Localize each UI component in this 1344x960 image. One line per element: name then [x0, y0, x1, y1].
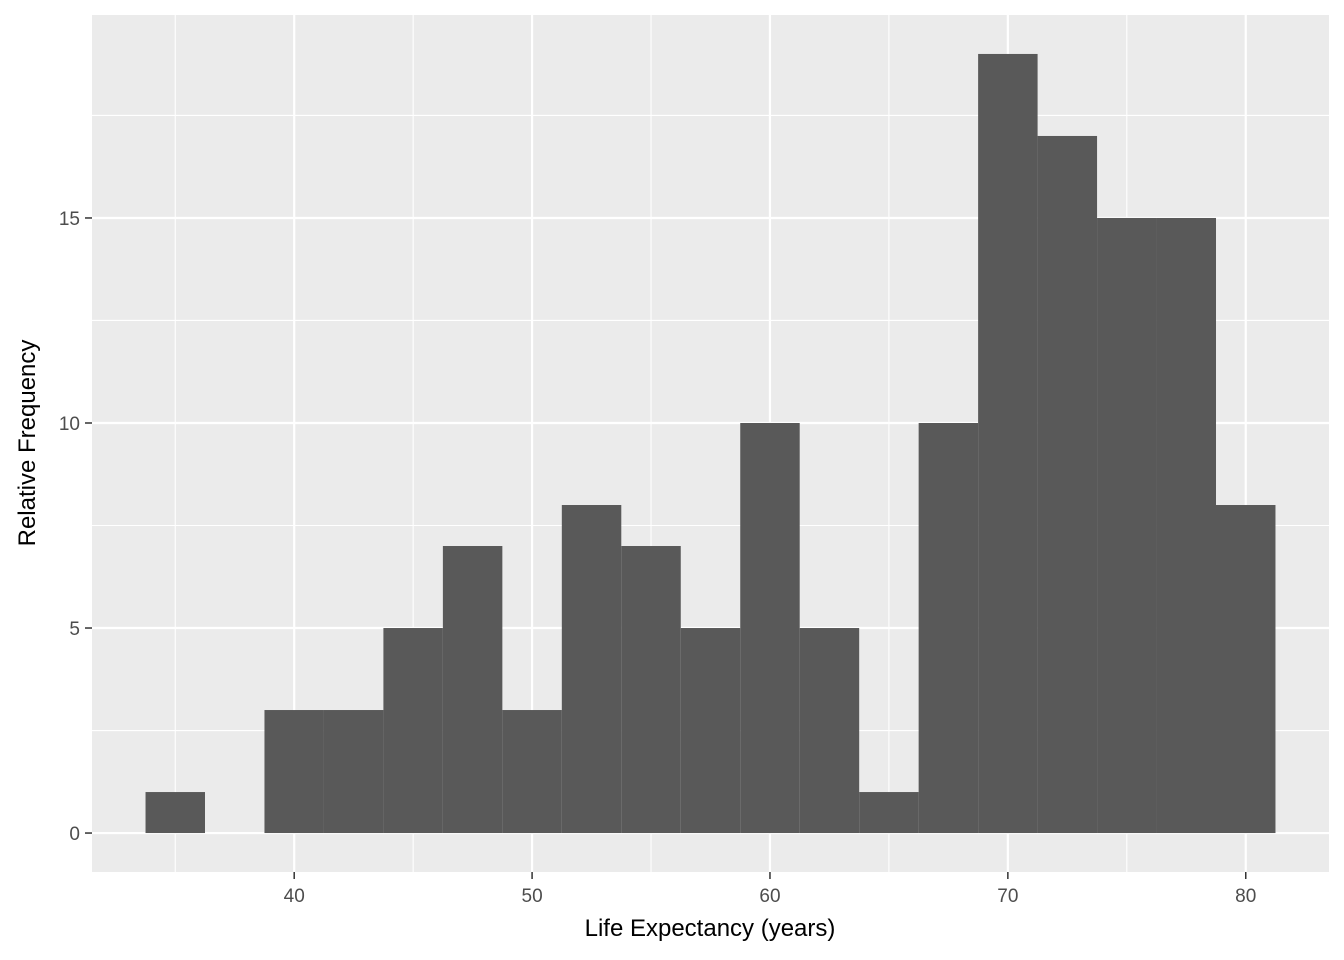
histogram-bar — [621, 546, 681, 834]
y-tick-label: 10 — [59, 414, 80, 435]
histogram-bar — [145, 792, 205, 834]
histogram-bar — [1037, 135, 1098, 834]
x-axis-ticks: 40 50 60 70 80 — [284, 872, 1256, 907]
histogram-bar — [442, 546, 503, 834]
histogram-bar — [502, 710, 562, 834]
histogram-bar — [680, 628, 741, 834]
x-tick-label: 60 — [759, 886, 780, 907]
x-tick-label: 50 — [522, 886, 543, 907]
histogram-bar — [383, 628, 443, 834]
y-tick-label: 0 — [69, 824, 80, 845]
x-tick-label: 70 — [997, 886, 1018, 907]
y-axis-ticks: 0 5 10 15 — [59, 209, 92, 845]
histogram-bar — [740, 422, 800, 834]
histogram-bar — [1097, 217, 1157, 834]
histogram-bar — [323, 710, 384, 834]
y-tick-label: 5 — [69, 619, 80, 640]
histogram-bar — [1216, 505, 1276, 834]
histogram-bar — [978, 53, 1038, 834]
histogram-bar — [1156, 217, 1217, 834]
histogram-bar — [264, 710, 324, 834]
histogram-bar — [561, 505, 622, 834]
histogram-bar — [799, 628, 860, 834]
y-tick-label: 15 — [59, 209, 80, 230]
y-axis-title: Relative Frequency — [14, 340, 41, 547]
histogram-bar — [859, 792, 919, 834]
x-tick-label: 80 — [1235, 886, 1256, 907]
histogram-bar — [918, 422, 979, 834]
histogram-bars — [145, 53, 1276, 834]
x-axis-title: Life Expectancy (years) — [585, 915, 836, 942]
x-tick-label: 40 — [284, 886, 305, 907]
